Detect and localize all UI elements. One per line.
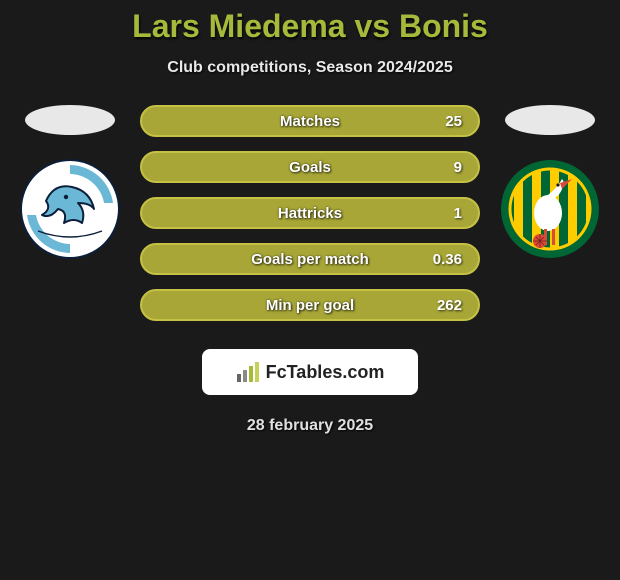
- stat-label: Goals: [289, 159, 331, 176]
- stat-bar-matches: Matches 25: [140, 105, 480, 137]
- subtitle: Club competitions, Season 2024/2025: [0, 59, 620, 77]
- main-row: Matches 25 Goals 9 Hattricks 1 Goals per match…: [0, 105, 620, 321]
- right-team-logo: [500, 159, 600, 259]
- stat-value: 262: [437, 297, 462, 314]
- stats-column: Matches 25 Goals 9 Hattricks 1 Goals per match…: [140, 105, 480, 321]
- stat-bar-goals-per-match: Goals per match 0.36: [140, 243, 480, 275]
- stat-label: Matches: [280, 113, 340, 130]
- stat-value: 0.36: [433, 251, 462, 268]
- stat-bar-hattricks: Hattricks 1: [140, 197, 480, 229]
- brand-bars-icon: [236, 362, 260, 382]
- page-title: Lars Miedema vs Bonis: [0, 8, 620, 45]
- ado-den-haag-logo-icon: [500, 159, 600, 259]
- stat-label: Hattricks: [278, 205, 342, 222]
- left-team-logo: [20, 159, 120, 259]
- stat-value: 9: [454, 159, 462, 176]
- comparison-card: Lars Miedema vs Bonis Club competitions,…: [0, 0, 620, 435]
- stat-value: 25: [445, 113, 462, 130]
- brand-label: FcTables.com: [266, 362, 385, 383]
- date-line: 28 february 2025: [0, 417, 620, 435]
- right-ellipse-placeholder: [505, 105, 595, 135]
- fc-den-bosch-logo-icon: [20, 159, 120, 259]
- left-ellipse-placeholder: [25, 105, 115, 135]
- stat-label: Min per goal: [266, 297, 354, 314]
- stat-value: 1: [454, 205, 462, 222]
- left-team-column: [20, 105, 120, 259]
- stat-bar-goals: Goals 9: [140, 151, 480, 183]
- brand-attribution[interactable]: FcTables.com: [202, 349, 418, 395]
- right-team-column: [500, 105, 600, 259]
- stat-label: Goals per match: [251, 251, 369, 268]
- stat-bar-min-per-goal: Min per goal 262: [140, 289, 480, 321]
